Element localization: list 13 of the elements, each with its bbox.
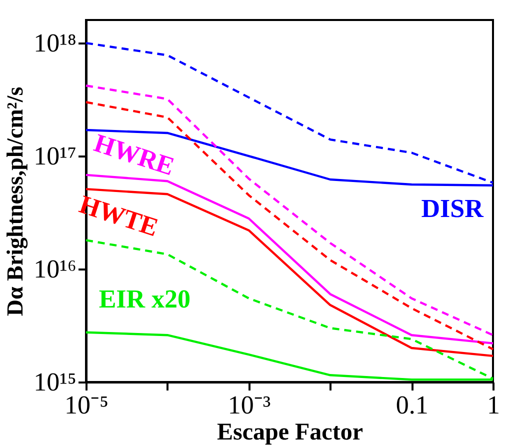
y-tick-label: 10¹⁷	[34, 142, 76, 171]
y-tick-label: 10¹⁶	[34, 254, 76, 284]
x-axis-title: Escape Factor	[217, 420, 364, 446]
text: HWRE	[90, 128, 178, 182]
series-label: DISR	[421, 194, 484, 223]
y-tick-label: 10¹⁸	[34, 28, 76, 58]
x-tick-label: 0.1	[396, 390, 428, 420]
x-tick-label: 10⁻³	[228, 390, 271, 420]
text: HWTE	[76, 190, 162, 242]
x-tick-label: 1	[487, 390, 500, 420]
y-axis-title: Dα Brightness,ph/cm²/s	[2, 86, 29, 316]
line-series	[84, 42, 494, 184]
series-label: EIR x20	[98, 284, 191, 314]
